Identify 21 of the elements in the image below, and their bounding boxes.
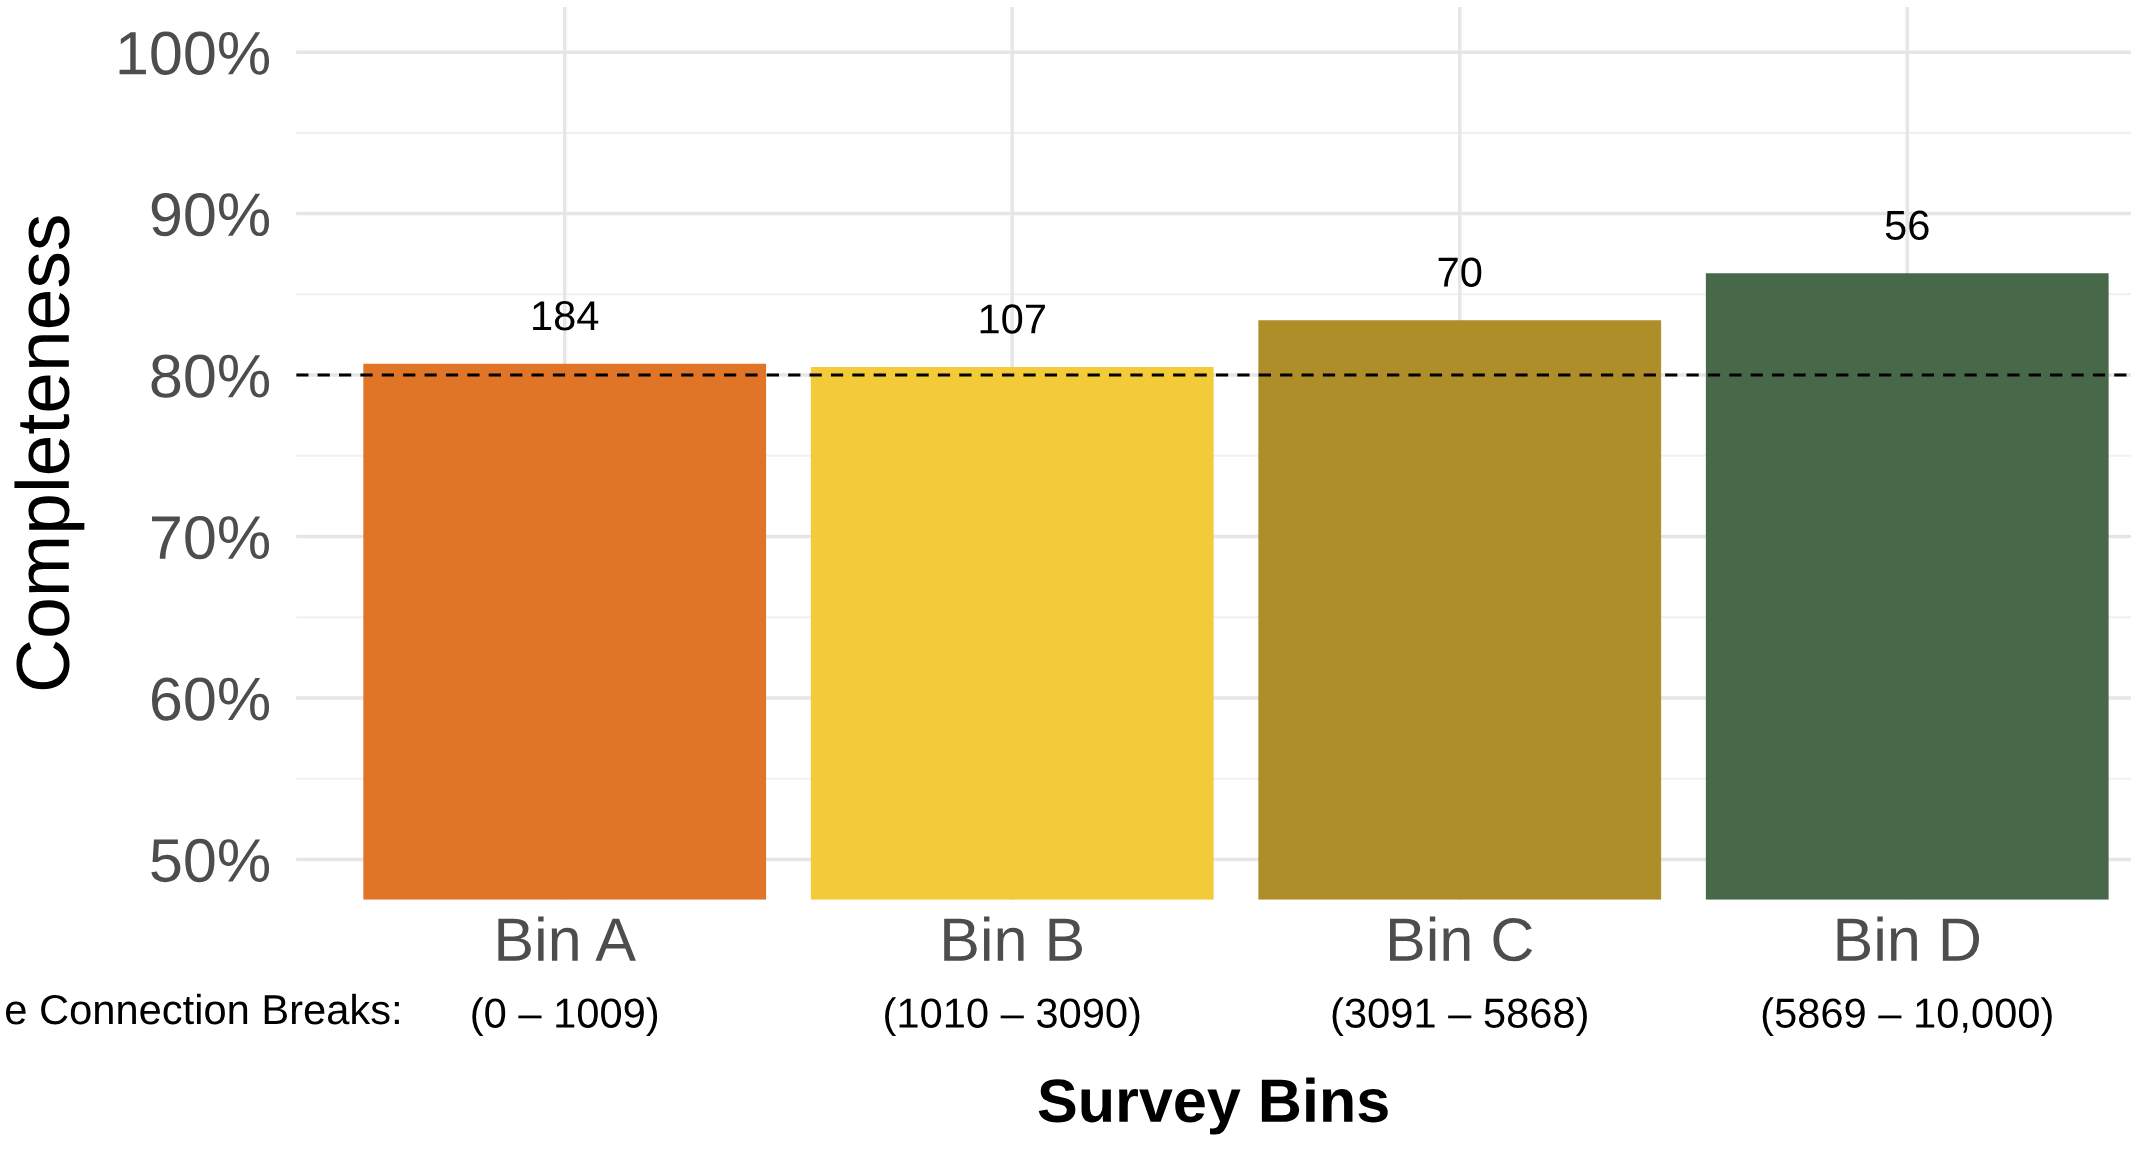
y-tick-label: 50%	[151, 838, 270, 883]
y-axis-title: Completeness	[14, 216, 85, 690]
x-tick-label: Bin D	[1837, 916, 1980, 961]
y-tick-label: 100%	[119, 31, 270, 75]
text: (1010 – 3090)	[885, 997, 1140, 1037]
text: e Connection Breaks:	[6, 993, 399, 1025]
y-tick-label: 60%	[152, 677, 270, 721]
y-tick-label: 80%	[151, 354, 270, 398]
y-tick-label: 70%	[152, 515, 270, 560]
annotation: 70	[1438, 257, 1482, 287]
x-tick-label: Bin B	[944, 916, 1083, 961]
x-tick-label: Bin A	[498, 916, 636, 961]
x-tick-label: Bin C	[1390, 916, 1533, 962]
annotation: 56	[1885, 210, 1929, 241]
text: (3091 – 5868)	[1332, 997, 1587, 1037]
text: (5869 – 10,000)	[1762, 997, 2052, 1037]
x-axis-title: Survey Bins	[1038, 1077, 1388, 1135]
y-tick-label: 90%	[151, 193, 270, 237]
annotation: 184	[533, 301, 599, 331]
annotation: 107	[980, 304, 1045, 334]
text: (0 – 1009)	[472, 997, 658, 1037]
